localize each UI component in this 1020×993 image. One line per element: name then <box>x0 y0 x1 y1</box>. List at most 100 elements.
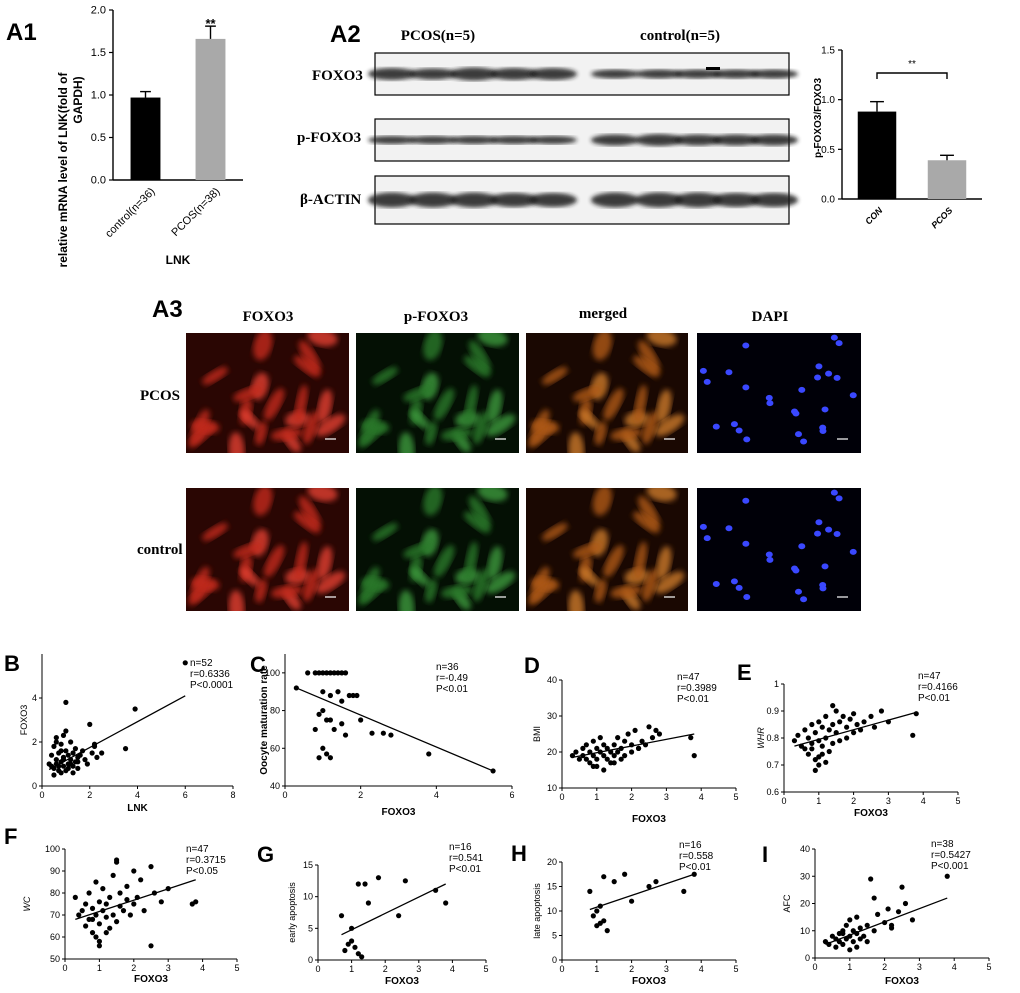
cell <box>372 366 398 385</box>
nucleus <box>821 563 829 570</box>
cell <box>528 581 555 606</box>
blot-band <box>712 193 760 207</box>
cell <box>468 495 491 529</box>
y-tick-label: 100 <box>265 668 280 678</box>
y-tick-label: 15 <box>303 860 313 870</box>
data-point <box>837 738 843 744</box>
stat-r: r=0.5427 <box>931 850 971 861</box>
data-point <box>816 719 822 725</box>
data-point <box>72 746 79 752</box>
data-point <box>594 908 600 914</box>
stat-p: P<0.001 <box>931 861 969 872</box>
y-tick-label: 60 <box>270 743 280 753</box>
nucleus <box>766 556 774 563</box>
y-tick-label: 80 <box>50 888 60 898</box>
cell <box>398 590 415 611</box>
data-point <box>320 745 326 751</box>
cell <box>240 567 260 587</box>
cell <box>253 333 273 361</box>
data-point <box>89 930 96 936</box>
cell <box>464 384 478 424</box>
y-tick-label: 30 <box>800 871 810 881</box>
stat-n: n=36 <box>436 662 459 673</box>
nucleus <box>830 489 838 496</box>
blot-band <box>409 192 457 208</box>
data-point <box>622 871 628 877</box>
cell <box>528 423 555 448</box>
cell <box>302 568 319 602</box>
data-point <box>339 721 345 727</box>
data-point <box>895 909 902 915</box>
blot-band <box>591 69 639 79</box>
cell <box>434 545 455 578</box>
cell <box>315 571 346 594</box>
a1-xlabel: LNK <box>166 253 191 267</box>
data-point <box>93 879 99 885</box>
blot-band <box>750 193 798 207</box>
x-axis-label: FOXO3 <box>632 976 666 987</box>
nucleus <box>792 410 800 417</box>
x-tick-label: 5 <box>733 964 738 974</box>
blot-band <box>750 69 798 79</box>
data-point <box>805 735 811 741</box>
data-point <box>587 760 593 766</box>
data-point <box>826 748 832 755</box>
x-tick-label: 2 <box>851 796 856 806</box>
blot-pfoxo3 <box>368 118 798 162</box>
data-point <box>89 916 96 923</box>
blot-band <box>490 193 538 207</box>
cell <box>188 581 215 606</box>
x-tick-label: 4 <box>699 792 704 802</box>
stat-r: r=0.3989 <box>677 683 717 694</box>
data-point <box>70 770 76 776</box>
data-point <box>58 741 64 747</box>
data-point <box>75 759 81 765</box>
blot-band <box>635 134 683 146</box>
y-tick-label: 0 <box>805 953 810 963</box>
blot-band <box>409 68 457 80</box>
cell <box>541 523 568 541</box>
data-point <box>48 752 55 758</box>
stat-n: n=16 <box>679 840 702 851</box>
x-tick-label: 2 <box>383 964 388 974</box>
y-tick-label: 1.5 <box>91 47 106 59</box>
data-point <box>840 941 846 947</box>
data-point <box>158 899 164 905</box>
data-point <box>148 943 154 949</box>
cell <box>317 389 333 424</box>
western-blots <box>368 52 798 225</box>
cell <box>228 432 245 453</box>
blot-band <box>490 68 538 80</box>
data-point <box>327 717 333 723</box>
cell <box>294 384 308 424</box>
data-point <box>833 944 839 950</box>
y-tick-label: 1 <box>774 679 779 689</box>
blot-band <box>591 134 639 146</box>
x-axis-label: FOXO3 <box>134 974 168 985</box>
data-point <box>622 738 628 744</box>
data-point <box>847 716 853 722</box>
panel-letter-A1: A1 <box>6 19 37 46</box>
stat-r: r=0.4166 <box>918 682 958 693</box>
y-tick-label: 80 <box>270 706 280 716</box>
data-point <box>816 762 822 768</box>
micro-col-foxo3: FOXO3 <box>243 309 294 325</box>
data-point <box>864 939 870 945</box>
x-tick-label: 2 <box>882 962 887 972</box>
data-point <box>649 735 656 741</box>
stat-n: n=16 <box>449 842 472 853</box>
regression-line <box>296 687 494 772</box>
data-point <box>871 724 878 730</box>
nucleus <box>699 523 707 530</box>
data-point <box>837 719 843 725</box>
cell <box>270 585 303 599</box>
data-point <box>590 738 596 744</box>
blot-actin <box>368 175 798 225</box>
y-tick-label: 0.5 <box>821 145 835 156</box>
data-point <box>812 730 818 736</box>
data-point <box>103 930 109 936</box>
data-point <box>83 923 89 929</box>
nucleus <box>730 578 738 585</box>
y-tick-label: 70 <box>50 910 60 920</box>
